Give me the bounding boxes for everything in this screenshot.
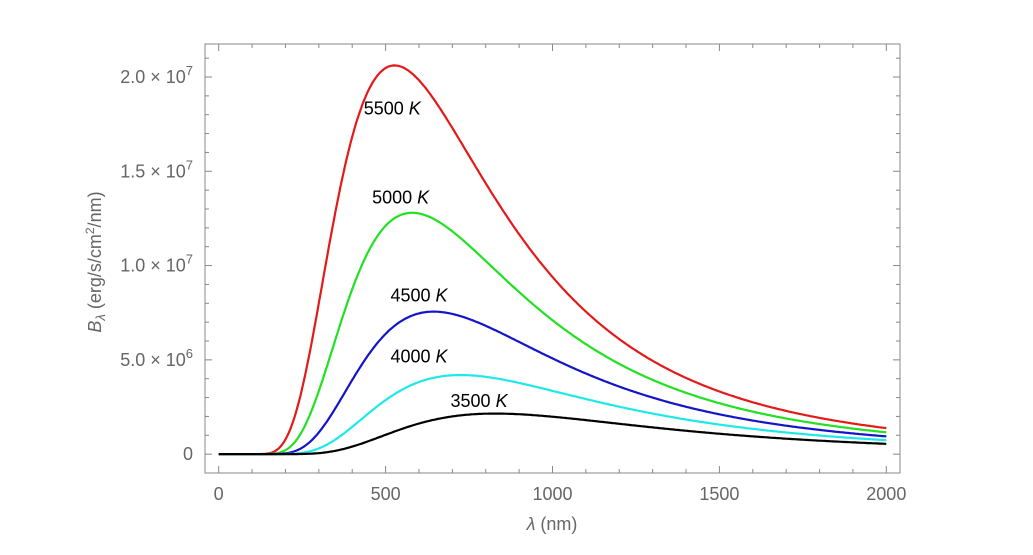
y-tick-label: 5.0 × 106 bbox=[120, 346, 193, 370]
y-tick-label: 0 bbox=[183, 444, 193, 464]
y-tick-mantissa: 2.0 × 10 bbox=[120, 67, 186, 87]
y-axis-symbol: B bbox=[85, 321, 105, 333]
x-tick-label: 0 bbox=[214, 484, 224, 504]
y-tick-mantissa: 1.5 × 10 bbox=[120, 161, 186, 181]
curve-label-4000k: 4000 K bbox=[390, 347, 448, 367]
y-axis-sup: 2 bbox=[83, 227, 97, 234]
curve-label-3500k: 3500 K bbox=[451, 391, 509, 411]
y-tick-exponent: 7 bbox=[186, 252, 193, 267]
curves bbox=[218, 64, 887, 456]
curve-5000k bbox=[218, 211, 887, 456]
y-tick-exponent: 6 bbox=[186, 346, 193, 361]
x-tick-labels: 0 500 1000 1500 2000 bbox=[214, 484, 907, 504]
y-tick-label: 1.0 × 107 bbox=[120, 252, 193, 276]
curve-label-number: 4500 bbox=[390, 285, 435, 305]
curve-4500k bbox=[218, 310, 887, 456]
curve-label-unit: K bbox=[435, 285, 448, 305]
y-tick-label: 1.5 × 107 bbox=[120, 157, 193, 181]
x-tick-label: 1500 bbox=[699, 484, 739, 504]
y-tick-exponent: 7 bbox=[186, 157, 193, 172]
curve-label-4500k: 4500 K bbox=[390, 285, 448, 305]
axis-ticks bbox=[205, 44, 900, 474]
curve-label-number: 3500 bbox=[451, 391, 496, 411]
curve-label-number: 5000 bbox=[372, 187, 417, 207]
curve-5500k bbox=[218, 64, 887, 456]
y-tick-mantissa: 1.0 × 10 bbox=[120, 256, 186, 276]
curve-4000k bbox=[218, 374, 887, 456]
curve-label-unit: K bbox=[496, 391, 509, 411]
plot-frame bbox=[204, 43, 901, 474]
curve-label-number: 4000 bbox=[390, 347, 435, 367]
x-axis-label: λ (nm) bbox=[526, 514, 578, 534]
x-tick-label: 1000 bbox=[532, 484, 572, 504]
curve-3500k bbox=[218, 412, 887, 456]
y-axis-units-b: /nm) bbox=[85, 191, 105, 227]
y-tick-exponent: 7 bbox=[186, 63, 193, 78]
curve-label-unit: K bbox=[409, 99, 422, 119]
y-axis-units-a: (erg/s/cm bbox=[85, 234, 105, 314]
x-tick-label: 2000 bbox=[866, 484, 906, 504]
y-tick-mantissa: 0 bbox=[183, 444, 193, 464]
curve-label-5000k: 5000 K bbox=[372, 187, 430, 207]
curve-label-number: 5500 bbox=[364, 99, 409, 119]
y-axis-subscript: λ bbox=[93, 314, 108, 321]
y-tick-label: 2.0 × 107 bbox=[120, 63, 193, 87]
curve-label-unit: K bbox=[417, 187, 430, 207]
y-axis-label: Bλ (erg/s/cm2/nm) bbox=[83, 191, 108, 332]
x-axis-symbol: λ bbox=[526, 514, 536, 534]
curve-label-5500k: 5500 K bbox=[364, 99, 422, 119]
curve-label-unit: K bbox=[435, 347, 448, 367]
y-tick-mantissa: 5.0 × 10 bbox=[120, 350, 186, 370]
x-tick-label: 500 bbox=[371, 484, 401, 504]
x-axis-units: (nm) bbox=[535, 514, 577, 534]
